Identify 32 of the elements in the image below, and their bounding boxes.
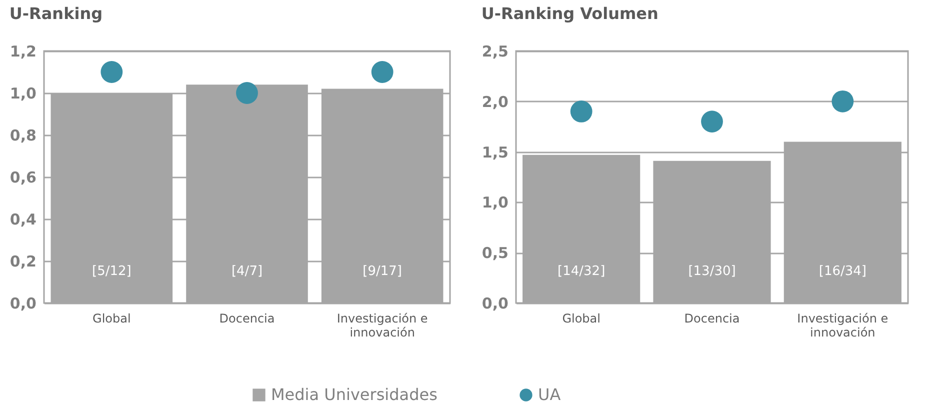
annotation: [13/30] bbox=[688, 264, 736, 279]
point bbox=[570, 100, 592, 122]
y-tick-label: 1,2 bbox=[10, 42, 36, 60]
point bbox=[832, 90, 854, 112]
y-tick-label: 0,0 bbox=[482, 294, 508, 312]
x-tick-label: Investigación e innovación bbox=[336, 312, 428, 340]
annotation: [4/7] bbox=[231, 264, 263, 279]
y-tick-label: 0,0 bbox=[10, 294, 36, 312]
annotation: [9/17] bbox=[362, 264, 402, 279]
y-tick-label: 1,0 bbox=[10, 84, 36, 102]
y-tick-label: 0,5 bbox=[482, 244, 508, 262]
annotation: [14/32] bbox=[558, 264, 606, 279]
annotation: [5/12] bbox=[92, 264, 132, 279]
y-tick-label: 0,6 bbox=[10, 168, 36, 186]
y-tick-label: 2,5 bbox=[482, 42, 508, 60]
point bbox=[701, 110, 723, 132]
y-tick-label: 0,4 bbox=[10, 210, 36, 228]
x-tick-label: Investigación e innovación bbox=[797, 312, 888, 340]
chart-title: U-Ranking Volumen bbox=[481, 4, 658, 23]
y-tick-label: 0,8 bbox=[10, 126, 36, 144]
y-tick-label: 2,0 bbox=[482, 92, 508, 111]
x-tick-label: Global bbox=[562, 312, 600, 326]
x-tick-label: Docencia bbox=[219, 312, 275, 326]
chart-title: U-Ranking bbox=[9, 4, 103, 23]
annotation: [16/34] bbox=[818, 264, 866, 279]
x-tick-label: Docencia bbox=[684, 312, 740, 326]
y-tick-label: 1,5 bbox=[482, 143, 508, 162]
legend-label: UA bbox=[538, 385, 561, 404]
x-tick-label: Global bbox=[92, 312, 131, 326]
y-tick-label: 1,0 bbox=[482, 194, 508, 212]
legend-label: Media Universidades bbox=[271, 385, 438, 404]
y-tick-label: 0,2 bbox=[10, 252, 36, 270]
